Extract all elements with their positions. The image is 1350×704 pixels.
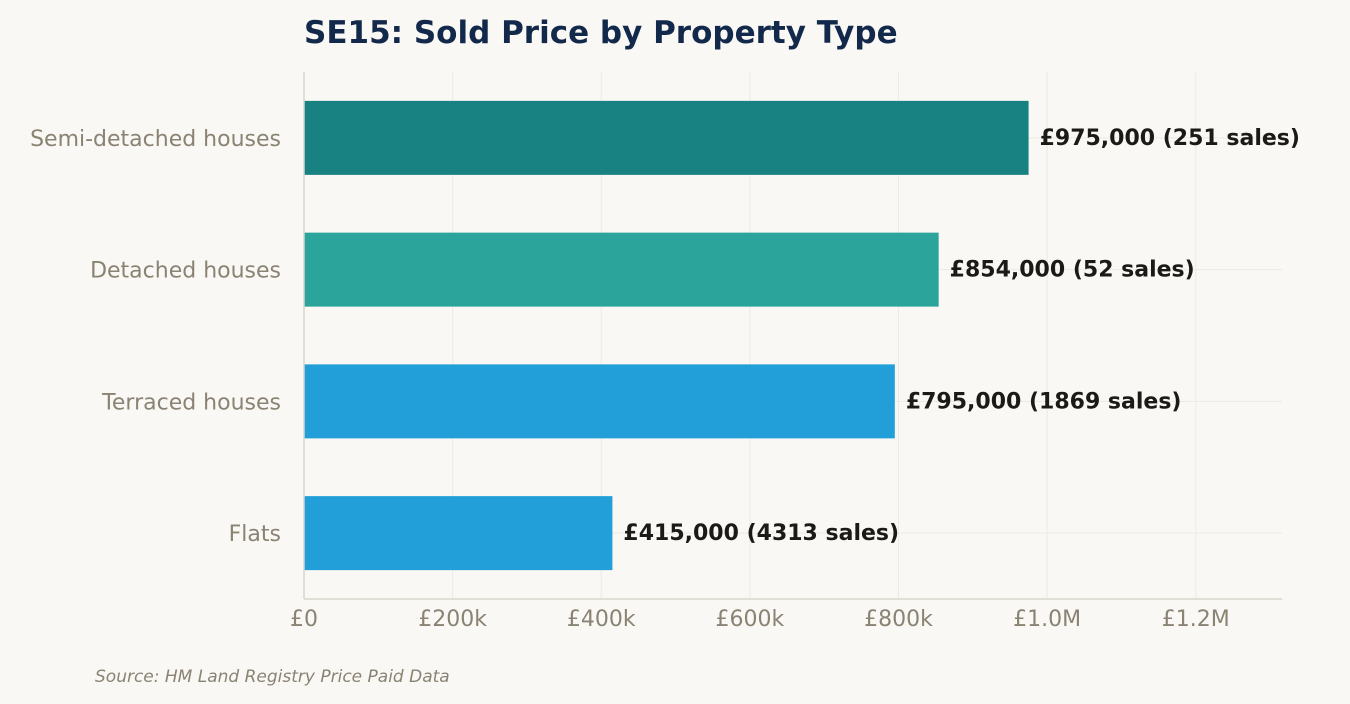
chart-title: SE15: Sold Price by Property Type bbox=[304, 15, 898, 51]
bar bbox=[304, 232, 939, 307]
category-label: Detached houses bbox=[90, 259, 281, 284]
data-label: £975,000 (251 sales) bbox=[1040, 126, 1300, 151]
x-tick-label: £800k bbox=[864, 607, 933, 632]
x-tick-label: £1.2M bbox=[1162, 607, 1230, 632]
category-label: Terraced houses bbox=[101, 390, 281, 415]
labels: £0 £200k £400k £600k £800k £1.0M £1.2M Semi-det… bbox=[30, 126, 1300, 632]
bars bbox=[304, 100, 1029, 571]
x-tick-label: £1.0M bbox=[1013, 607, 1081, 632]
category-label: Semi-detached houses bbox=[30, 127, 281, 152]
source-note: Source: HM Land Registry Price Paid Data bbox=[95, 667, 450, 687]
category-label: Flats bbox=[229, 522, 281, 547]
bar bbox=[304, 100, 1029, 175]
data-label: £795,000 (1869 sales) bbox=[906, 389, 1182, 414]
x-tick-label: £0 bbox=[290, 607, 318, 632]
x-tick-label: £400k bbox=[567, 607, 636, 632]
bar bbox=[304, 496, 613, 571]
data-label: £415,000 (4313 sales) bbox=[623, 521, 899, 546]
bar bbox=[304, 364, 895, 439]
axes bbox=[303, 72, 1282, 600]
x-tick-label: £600k bbox=[716, 607, 785, 632]
data-label: £854,000 (52 sales) bbox=[950, 258, 1195, 283]
x-tick-label: £200k bbox=[418, 607, 487, 632]
